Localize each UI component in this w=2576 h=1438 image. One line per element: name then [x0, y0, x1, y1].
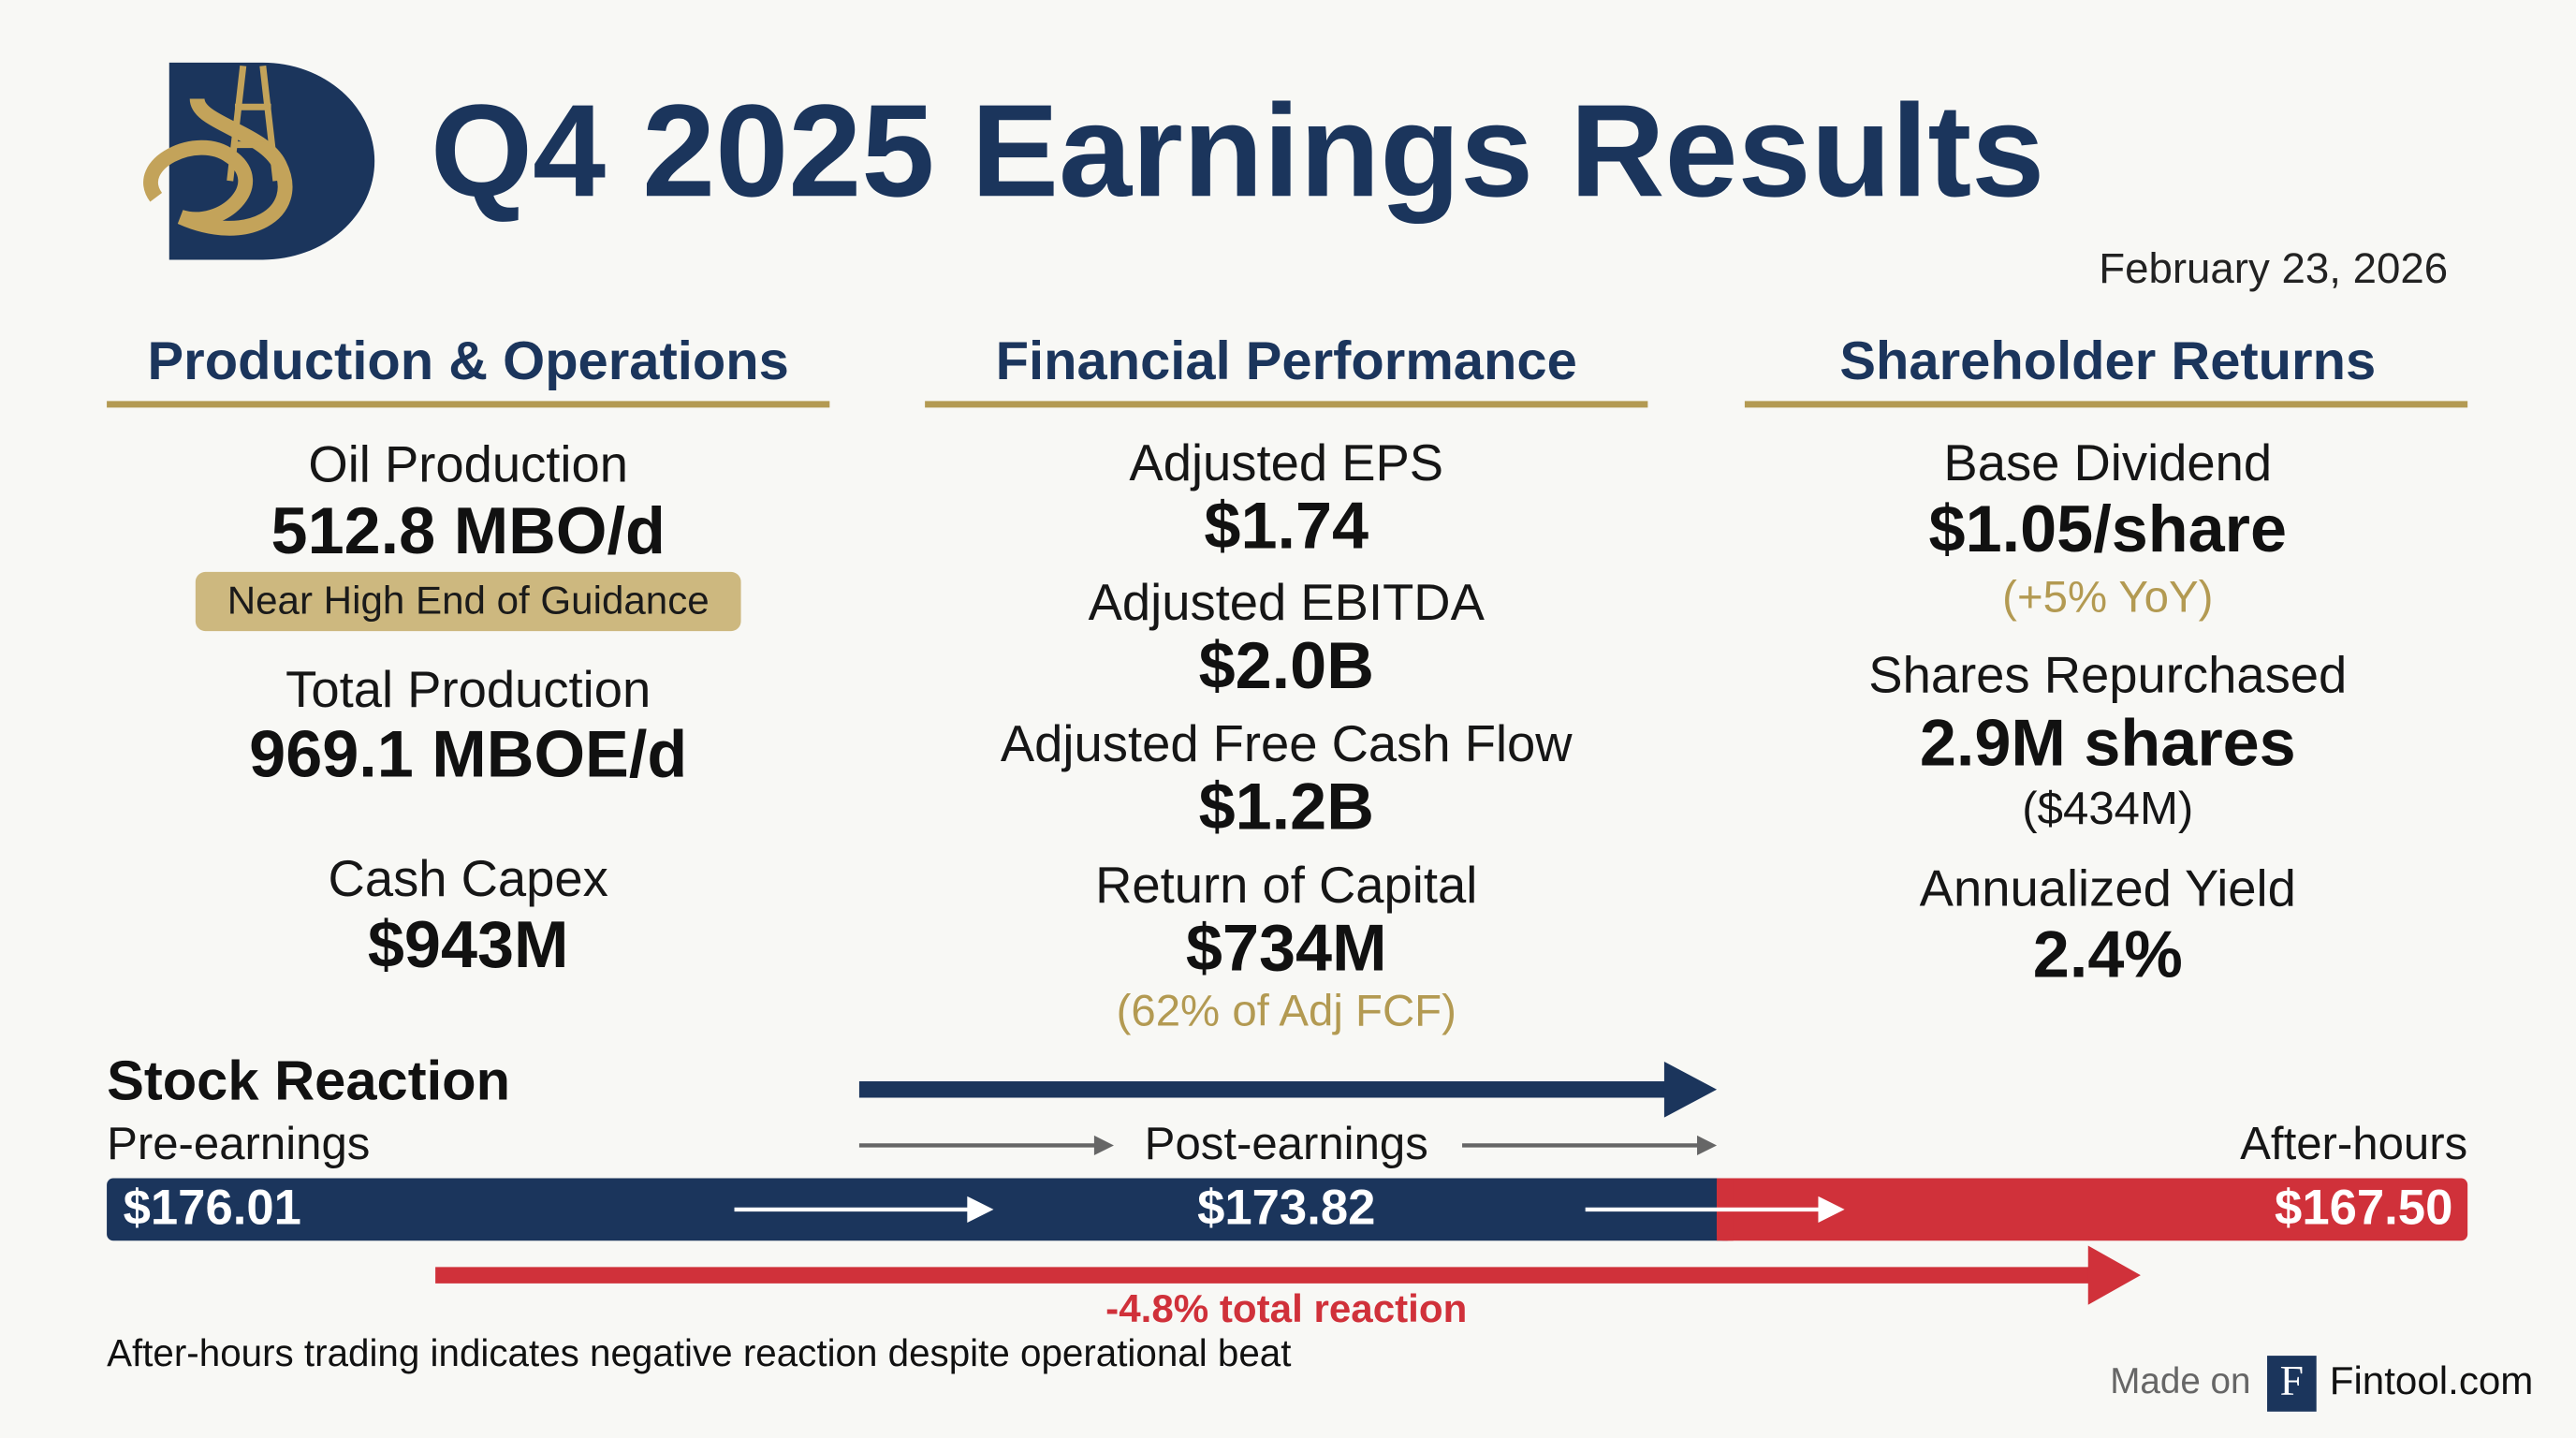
section-title: Financial Performance	[996, 331, 1577, 391]
bar-arrows	[734, 1196, 1845, 1223]
metric-value: 2.9M shares	[1920, 705, 2296, 779]
metric-note: (+5% YoY)	[2002, 572, 2213, 622]
metric-value: $1.05/share	[1929, 492, 2287, 565]
metric-label: Adjusted EBITDA	[1089, 574, 1486, 631]
metric-label: Base Dividend	[1943, 434, 2272, 492]
metric-label: Adjusted EPS	[1129, 434, 1443, 492]
section-title: Shareholder Returns	[1839, 331, 2376, 391]
arrows	[435, 1061, 2141, 1305]
footnote: After-hours trading indicates negative r…	[107, 1331, 1291, 1374]
stock-label: Post-earnings	[1145, 1119, 1428, 1169]
metric-label: Adjusted Free Cash Flow	[1001, 715, 1573, 772]
metric-value: 2.4%	[2033, 917, 2183, 991]
section-title: Production & Operations	[148, 331, 789, 391]
price: $176.01	[124, 1181, 301, 1236]
metric-label: Annualized Yield	[1920, 860, 2296, 917]
brand-icon	[2267, 1356, 2317, 1412]
price: $167.50	[2275, 1181, 2452, 1236]
metric-value: 512.8 MBO/d	[271, 493, 666, 567]
metric-label: Return of Capital	[1095, 857, 1477, 914]
metric-note: ($434M)	[2022, 784, 2193, 834]
metric-value: $2.0B	[1199, 628, 1374, 702]
metric-value: $943M	[368, 907, 569, 981]
metric-label: Total Production	[285, 661, 651, 718]
metric-note: (62% of Adj FCF)	[1117, 987, 1456, 1036]
metric-value: $734M	[1186, 911, 1387, 985]
logo	[143, 62, 375, 260]
price-bar	[1717, 1178, 2468, 1241]
badge	[195, 571, 741, 632]
stock-label: After-hours	[2240, 1119, 2467, 1169]
total-reaction: -4.8% total reaction	[1105, 1286, 1467, 1330]
date: February 23, 2026	[2099, 244, 2448, 292]
badge-text: Near High End of Guidance	[227, 578, 710, 622]
metric-value: 969.1 MBOE/d	[249, 717, 687, 791]
metric-label: Oil Production	[308, 436, 628, 493]
brand: Fintool.com	[2330, 1358, 2534, 1402]
stock-label: Pre-earnings	[107, 1119, 370, 1169]
price: $173.82	[1197, 1181, 1375, 1236]
metric-value: $1.2B	[1199, 770, 1374, 844]
stock-title: Stock Reaction	[107, 1049, 510, 1111]
metric-label: Shares Repurchased	[1868, 646, 2347, 703]
metric-value: $1.74	[1204, 489, 1368, 563]
metric-label: Cash Capex	[329, 850, 608, 907]
brand-icon-letter: F	[2280, 1357, 2304, 1404]
made-on: Made on	[2110, 1361, 2250, 1401]
title: Q4 2025 Earnings Results	[431, 77, 2044, 224]
